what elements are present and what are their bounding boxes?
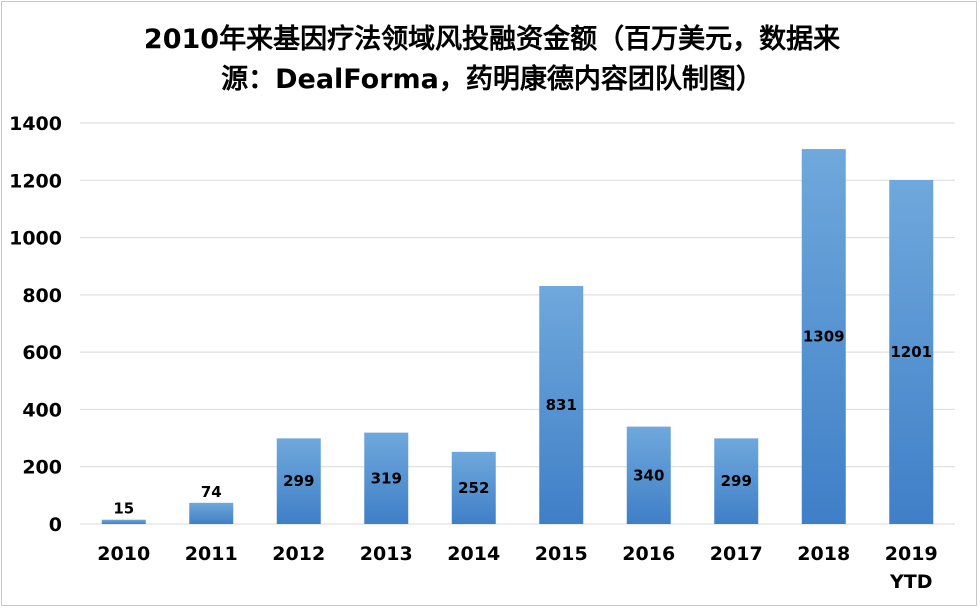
y-tick-label-400: 400 (22, 399, 62, 421)
bar-0 (101, 519, 146, 524)
x-tick-label-5: 2015 (535, 543, 588, 565)
chart-title-line-2: 源：DealForma，药明康德内容团队制图） (221, 64, 763, 95)
y-tick-label-600: 600 (22, 342, 62, 364)
data-label-0: 15 (113, 500, 134, 518)
y-axis-tick-labels: 0 200 400 600 800 1000 1200 1400 (9, 113, 62, 536)
x-tick-label-1: 2011 (185, 543, 238, 565)
bar-7 (714, 438, 759, 524)
data-label-7: 299 (721, 472, 752, 490)
chart-title-line-1: 2010年来基因疗法领域风投融资金额（百万美元，数据来 (143, 24, 841, 55)
y-tick-label-1200: 1200 (9, 170, 62, 192)
y-tick-label-1000: 1000 (9, 228, 62, 250)
x-tick-label-0: 2010 (97, 543, 150, 565)
data-label-1: 74 (201, 483, 222, 501)
y-tick-label-0: 0 (49, 514, 62, 536)
bar-6 (626, 426, 671, 524)
data-label-3: 319 (371, 469, 402, 487)
x-tick-label-4: 2014 (447, 543, 500, 565)
x-axis-tick-labels: 2010 2011 2012 2013 2014 2015 2016 2017 2018 2019… (97, 543, 937, 593)
data-label-8: 1309 (803, 328, 845, 346)
x-tick-label-9: 2019 YTD (885, 543, 938, 593)
bar-1 (189, 502, 234, 524)
chart-title: 2010年来基因疗法领域风投融资金额（百万美元，数据来 源：DealForma，… (42, 20, 942, 100)
x-tick-label-7: 2017 (710, 543, 763, 565)
bars: 15 74 299 319 252 831 340 299 1309 1201 (101, 149, 934, 525)
y-tick-label-200: 200 (22, 457, 62, 479)
x-tick-label-3: 2013 (360, 543, 413, 565)
bar-2 (276, 438, 321, 524)
y-tick-label-800: 800 (22, 285, 62, 307)
bar-5 (539, 285, 584, 524)
data-label-9: 1201 (890, 343, 932, 361)
bar-8 (801, 149, 846, 524)
bar-4 (451, 451, 496, 524)
data-label-5: 831 (546, 396, 577, 414)
bar-3 (364, 432, 409, 524)
data-label-4: 252 (458, 479, 489, 497)
data-label-6: 340 (633, 466, 664, 484)
x-tick-label-2: 2012 (272, 543, 325, 565)
data-label-2: 299 (283, 472, 314, 490)
bar-9 (889, 179, 934, 525)
x-tick-label-6: 2016 (622, 543, 675, 565)
x-tick-label-8: 2018 (797, 543, 850, 565)
y-tick-label-1400: 1400 (9, 113, 62, 135)
